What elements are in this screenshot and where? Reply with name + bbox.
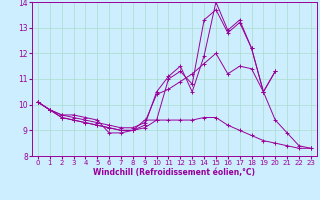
X-axis label: Windchill (Refroidissement éolien,°C): Windchill (Refroidissement éolien,°C) — [93, 168, 255, 177]
